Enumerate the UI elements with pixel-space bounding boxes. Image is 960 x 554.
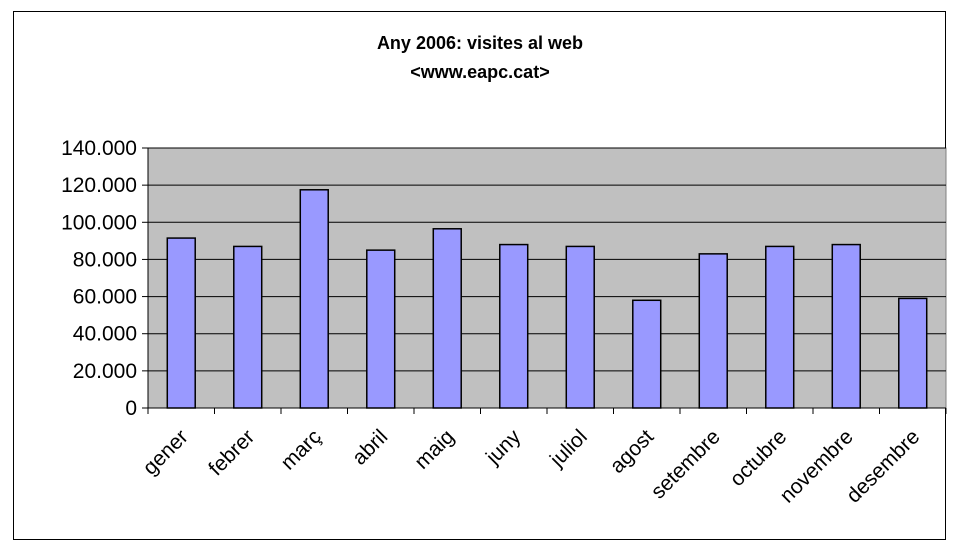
bar xyxy=(432,228,462,409)
bar xyxy=(366,249,396,409)
x-tick-label: octubre xyxy=(725,425,791,491)
bar xyxy=(831,243,861,409)
x-tick-label: desembre xyxy=(842,425,924,507)
bar xyxy=(499,243,529,409)
x-tick-label: maig xyxy=(410,425,458,473)
y-tick-label: 140.000 xyxy=(61,137,137,160)
bar xyxy=(299,189,329,409)
y-tick-label: 100.000 xyxy=(61,211,137,234)
x-tick-label: juny xyxy=(481,425,526,470)
y-tick-label: 60.000 xyxy=(73,286,137,309)
y-tick-label: 120.000 xyxy=(61,174,137,197)
x-tick-label: agost xyxy=(606,425,659,478)
chart-subtitle: <www.eapc.cat> xyxy=(410,62,550,82)
bar xyxy=(233,245,263,409)
bar xyxy=(632,299,662,409)
y-tick-label: 0 xyxy=(125,397,137,420)
x-tick-label: juliol xyxy=(545,425,592,472)
bar xyxy=(166,237,196,409)
x-tick-label: març xyxy=(277,425,326,474)
bar xyxy=(765,245,795,409)
bar xyxy=(898,297,928,409)
plot-area xyxy=(147,147,947,409)
x-tick-label: gener xyxy=(139,425,193,479)
x-tick-label: abril xyxy=(348,425,392,469)
y-tick-label: 80.000 xyxy=(73,248,137,271)
bar xyxy=(565,245,595,409)
chart-title: Any 2006: visites al web xyxy=(376,33,584,53)
y-tick-label: 40.000 xyxy=(73,323,137,346)
bar xyxy=(698,253,728,409)
x-tick-label: febrer xyxy=(204,425,259,480)
x-tick-label: setembre xyxy=(647,425,725,503)
y-tick-label: 20.000 xyxy=(73,360,137,383)
